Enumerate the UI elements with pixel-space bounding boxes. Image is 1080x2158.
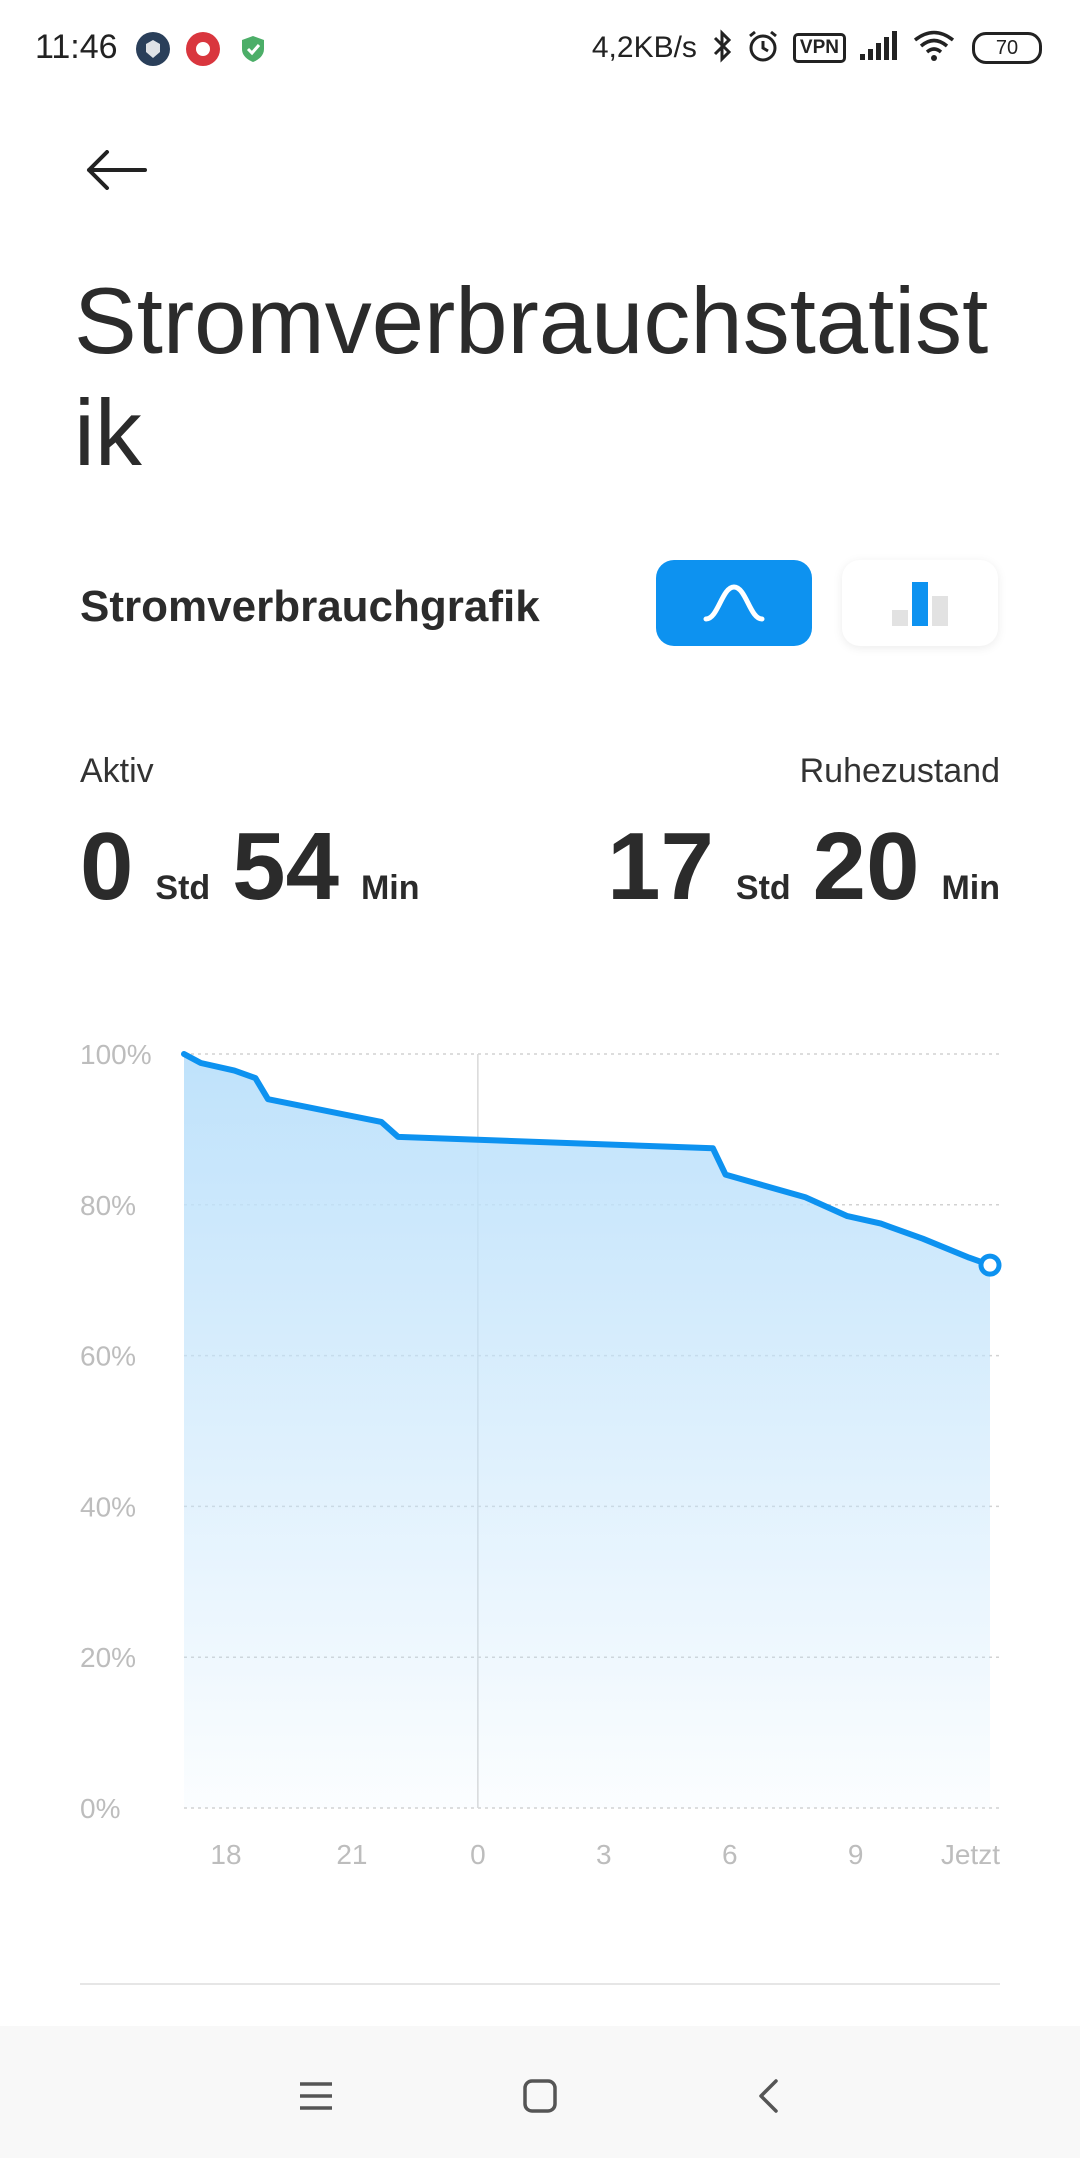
shield-icon xyxy=(236,32,270,66)
bar-chart-icon xyxy=(892,582,948,626)
idle-hours-unit: Std xyxy=(735,869,791,907)
x-tick-label: 0 xyxy=(470,1839,486,1870)
menu-icon xyxy=(300,2082,332,2110)
battery-line xyxy=(181,1051,993,1269)
menu-button[interactable] xyxy=(286,2066,346,2126)
active-time: Aktiv 0 Std 54 Min xyxy=(80,752,442,915)
curve-icon xyxy=(703,584,765,622)
x-tick-label: 21 xyxy=(336,1839,367,1870)
divider xyxy=(80,1983,1000,1985)
y-tick-label: 60% xyxy=(80,1341,136,1372)
battery-icon: 70 xyxy=(972,32,1042,64)
network-speed: 4,2KB/s xyxy=(591,31,697,64)
x-tick-label: 6 xyxy=(722,1839,738,1870)
app-notification-icon xyxy=(136,32,170,66)
status-icons: 4,2KB/s VPN 70 xyxy=(592,26,1042,70)
alarm-icon xyxy=(745,28,781,69)
status-bar: 11:46 4,2KB/s VPN 70 xyxy=(0,0,1080,96)
active-label: Aktiv xyxy=(80,752,154,790)
section-title: Stromverbrauchgrafik xyxy=(80,582,540,631)
back-button[interactable] xyxy=(82,140,152,200)
active-minutes-unit: Min xyxy=(360,869,420,907)
idle-minutes-unit: Min xyxy=(941,869,1000,907)
current-level-marker[interactable] xyxy=(978,1253,1002,1277)
x-tick-label: 9 xyxy=(848,1839,864,1870)
battery-area xyxy=(184,1054,990,1808)
app-notification-icon xyxy=(186,32,220,66)
back-nav-button[interactable] xyxy=(738,2066,798,2126)
status-time: 11:46 xyxy=(35,28,118,66)
y-tick-label: 0% xyxy=(80,1793,120,1824)
idle-hours: 17 xyxy=(607,813,714,920)
x-tick-label: 18 xyxy=(210,1839,241,1870)
wifi-icon xyxy=(912,29,956,68)
bar-view-toggle[interactable] xyxy=(842,560,998,646)
active-hours: 0 xyxy=(80,813,134,920)
page-title: Stromverbrauchstatistik xyxy=(74,268,989,485)
idle-label: Ruhezustand xyxy=(799,752,1000,790)
active-hours-unit: Std xyxy=(155,869,211,907)
graph-section-header: Stromverbrauchgrafik xyxy=(80,560,1000,650)
y-tick-label: 40% xyxy=(80,1491,136,1522)
idle-minutes: 20 xyxy=(812,813,920,920)
y-tick-label: 80% xyxy=(80,1190,136,1221)
battery-chart-svg: 100% 80% 60% 40% 20% 0% 18 21 0 3 6 9 Jetzt xyxy=(80,1039,1002,1870)
home-icon xyxy=(523,2079,557,2113)
x-tick-label: 3 xyxy=(596,1839,612,1870)
idle-duration: 17 Std 20 Min xyxy=(607,819,1000,915)
bluetooth-icon xyxy=(711,28,733,69)
x-tick-label: Jetzt xyxy=(941,1839,1000,1870)
navigation-bar xyxy=(0,2026,1080,2158)
signal-icon xyxy=(858,30,900,67)
y-tick-label: 100% xyxy=(80,1039,152,1070)
y-tick-label: 20% xyxy=(80,1642,136,1673)
home-button[interactable] xyxy=(510,2066,570,2126)
vpn-badge: VPN xyxy=(792,33,846,63)
idle-time: Ruhezustand 17 Std 20 Min xyxy=(607,752,1000,915)
curve-view-toggle[interactable] xyxy=(656,560,812,646)
active-duration: 0 Std 54 Min xyxy=(80,819,442,915)
arrow-left-icon xyxy=(87,150,147,190)
battery-chart: 100% 80% 60% 40% 20% 0% 18 21 0 3 6 9 Jetzt xyxy=(0,1000,1080,1900)
back-chevron-icon xyxy=(759,2079,778,2113)
active-minutes: 54 xyxy=(232,813,339,920)
